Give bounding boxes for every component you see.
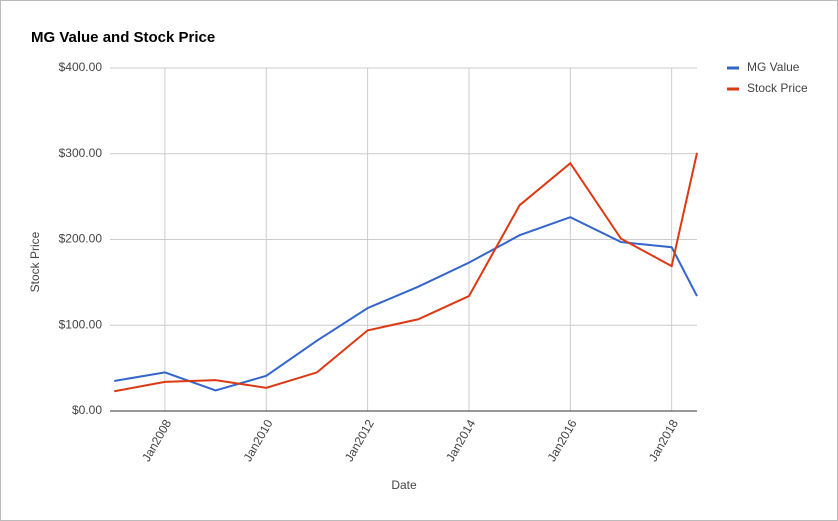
y-tick-label: $0.00 xyxy=(72,403,102,417)
series-line xyxy=(114,152,698,393)
series-line xyxy=(114,216,698,392)
y-tick-label: $100.00 xyxy=(59,317,103,331)
y-axis-label: Stock Price xyxy=(28,231,42,292)
legend-label: MG Value xyxy=(747,60,800,74)
legend-label: Stock Price xyxy=(747,81,808,95)
x-axis-label: Date xyxy=(391,478,417,492)
chart-title: MG Value and Stock Price xyxy=(31,29,215,46)
y-tick-label: $300.00 xyxy=(59,146,103,160)
y-tick-label: $400.00 xyxy=(59,60,103,74)
y-tick-label: $200.00 xyxy=(59,232,103,246)
